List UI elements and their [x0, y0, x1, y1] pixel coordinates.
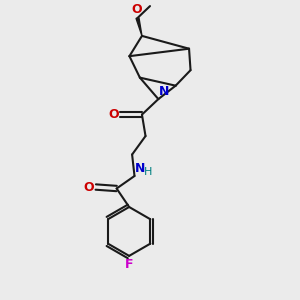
Polygon shape	[136, 18, 142, 36]
Text: O: O	[132, 3, 142, 16]
Text: H: H	[143, 167, 152, 177]
Text: O: O	[83, 181, 94, 194]
Text: N: N	[159, 85, 170, 98]
Text: N: N	[135, 162, 146, 175]
Text: F: F	[125, 258, 134, 271]
Text: O: O	[108, 108, 119, 121]
